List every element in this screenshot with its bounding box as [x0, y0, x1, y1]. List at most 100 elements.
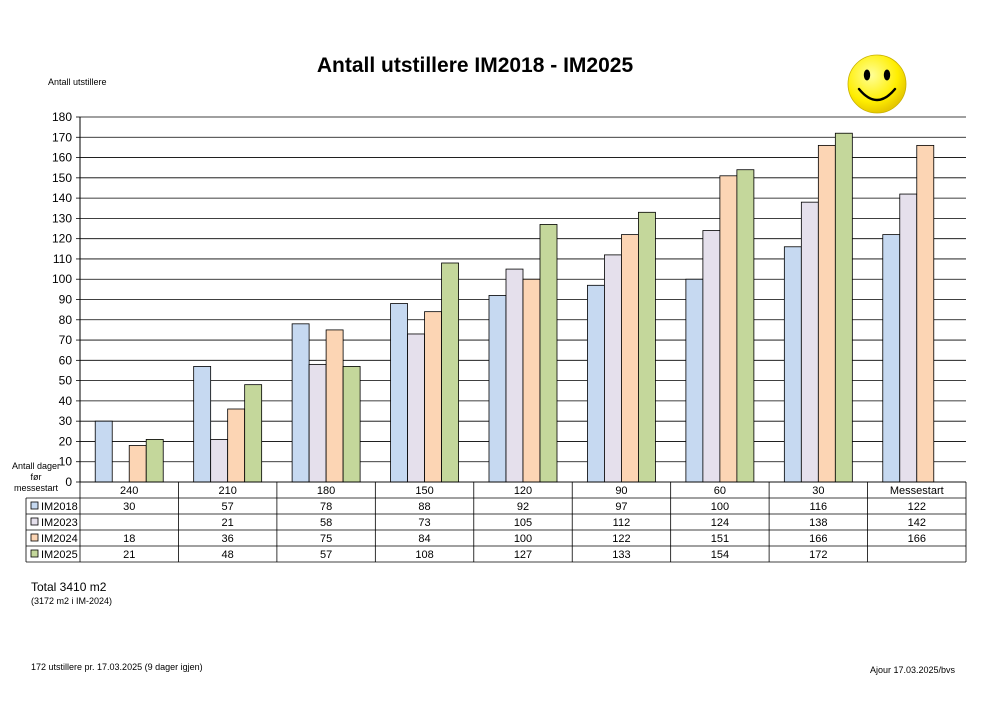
bar-IM2024-120	[522, 278, 541, 483]
table-value-IM2023: 138	[809, 517, 827, 529]
x-axis-title: Antall dager før messestart	[11, 461, 61, 493]
y-tick-label: 10	[59, 455, 73, 469]
bar-IM2025-150	[441, 262, 459, 483]
bar-IM2023-210	[210, 439, 229, 483]
legend-label-IM2024: IM2024	[41, 533, 78, 545]
legend-swatch-IM2025	[30, 549, 39, 558]
y-tick-label: 70	[59, 333, 73, 347]
bar-IM2024-60	[719, 175, 738, 483]
footer-updated: Ajour 17.03.2025/bvs	[870, 665, 956, 675]
y-tick-label: 20	[59, 434, 73, 448]
total-area-text: Total 3410 m2	[31, 580, 107, 594]
bar-IM2018-120	[488, 295, 507, 483]
x-tick-label: 90	[615, 485, 627, 497]
bar-IM2018-Messestart	[882, 234, 901, 483]
bar-IM2025-30	[834, 132, 853, 483]
table-value-IM2018: 116	[810, 501, 828, 513]
legend-label-IM2023: IM2023	[41, 517, 78, 529]
y-tick-label: 170	[52, 130, 72, 144]
bar-IM2018-30	[783, 246, 802, 483]
table-value-IM2018: 122	[908, 501, 926, 513]
bar-IM2025-180	[342, 366, 361, 483]
bar-IM2025-120	[539, 224, 558, 483]
table-value-IM2024: 75	[320, 533, 332, 545]
legend-label-IM2025: IM2025	[41, 549, 78, 561]
chart-title: Antall utstillere IM2018 - IM2025	[316, 54, 634, 77]
table-value-IM2025: 154	[711, 549, 729, 561]
x-tick-label: 150	[415, 485, 433, 497]
bar-IM2023-90	[604, 254, 622, 483]
y-tick-label: 0	[65, 475, 72, 489]
data-table: 240 210 180 150 120 90 60 30 Messestart IM2018 30 5…	[25, 481, 967, 563]
table-value-IM2023: 73	[418, 517, 430, 529]
bar-IM2025-210	[244, 384, 263, 483]
table-value-IM2025: 133	[612, 549, 630, 561]
table-value-IM2018: 92	[517, 501, 529, 513]
y-tick-label: 110	[53, 252, 72, 266]
table-value-IM2018: 97	[615, 501, 627, 513]
table-value-IM2025: 108	[415, 549, 433, 561]
table-value-IM2018: 88	[418, 501, 430, 513]
table-value-IM2024: 166	[908, 533, 926, 545]
table-value-IM2023: 21	[222, 517, 234, 529]
legend-swatch-IM2018	[30, 501, 39, 510]
total-area-previous: (3172 m2 i IM-2024)	[31, 596, 113, 606]
x-tick-label: 240	[120, 485, 138, 497]
y-tick-label: 80	[59, 313, 73, 327]
table-value-IM2025: 21	[123, 549, 135, 561]
bar-IM2023-180	[308, 363, 327, 483]
legend-swatch-IM2024	[30, 533, 39, 542]
y-tick-label: 90	[59, 293, 73, 307]
bar-IM2023-150	[407, 333, 425, 483]
y-tick-label: 50	[59, 374, 73, 388]
legend-swatch-IM2023	[30, 517, 39, 526]
footer-status: 172 utstillere pr. 17.03.2025 (9 dager i…	[31, 662, 203, 672]
table-value-IM2024: 166	[809, 533, 827, 545]
bar-IM2024-180	[325, 329, 344, 483]
table-value-IM2023: 112	[613, 517, 631, 529]
smiley-face-icon	[847, 54, 907, 114]
bar-IM2025-60	[736, 169, 755, 483]
table-value-IM2018: 78	[320, 501, 332, 513]
bar-IM2023-30	[800, 201, 819, 483]
y-tick-label: 100	[52, 272, 72, 286]
table-value-IM2024: 18	[123, 533, 135, 545]
table-value-IM2025: 48	[222, 549, 234, 561]
x-tick-label: 180	[317, 485, 335, 497]
table-value-IM2025: 127	[514, 549, 532, 561]
bar-IM2023-Messestart	[899, 193, 918, 483]
bar-IM2018-60	[685, 278, 704, 483]
x-tick-label: Messestart	[890, 485, 944, 497]
table-value-IM2023: 124	[711, 517, 729, 529]
bar-IM2024-240	[128, 445, 147, 483]
table-value-IM2025: 172	[809, 549, 827, 561]
bar-IM2025-90	[638, 211, 656, 483]
table-value-IM2023: 142	[908, 517, 926, 529]
y-tick-label: 160	[52, 151, 72, 165]
y-tick-label: 180	[52, 110, 72, 124]
x-tick-label: 210	[218, 485, 236, 497]
table-value-IM2024: 100	[514, 533, 532, 545]
table-value-IM2018: 30	[123, 501, 135, 513]
table-value-IM2025: 57	[320, 549, 332, 561]
bar-IM2025-240	[145, 439, 164, 483]
bar-IM2024-150	[424, 311, 442, 483]
table-value-IM2018: 100	[711, 501, 729, 513]
x-tick-label: 60	[714, 485, 726, 497]
bar-IM2023-120	[505, 268, 524, 483]
bar-IM2018-240	[94, 420, 113, 483]
y-tick-label: 40	[59, 394, 73, 408]
y-axis: 0 10 20 30 40 50 60 70 80 90 100 110 120 130 140 150 160…	[52, 110, 81, 489]
table-value-IM2024: 122	[612, 533, 630, 545]
x-tick-label: 120	[514, 485, 532, 497]
bar-IM2018-210	[193, 366, 212, 483]
table-value-IM2024: 36	[222, 533, 234, 545]
y-tick-label: 60	[59, 353, 73, 367]
bars	[94, 132, 935, 483]
y-tick-label: 130	[52, 211, 72, 225]
bar-IM2018-90	[587, 284, 605, 483]
y-tick-label: 30	[59, 414, 73, 428]
table-value-IM2024: 84	[418, 533, 430, 545]
bar-IM2024-Messestart	[916, 144, 935, 483]
